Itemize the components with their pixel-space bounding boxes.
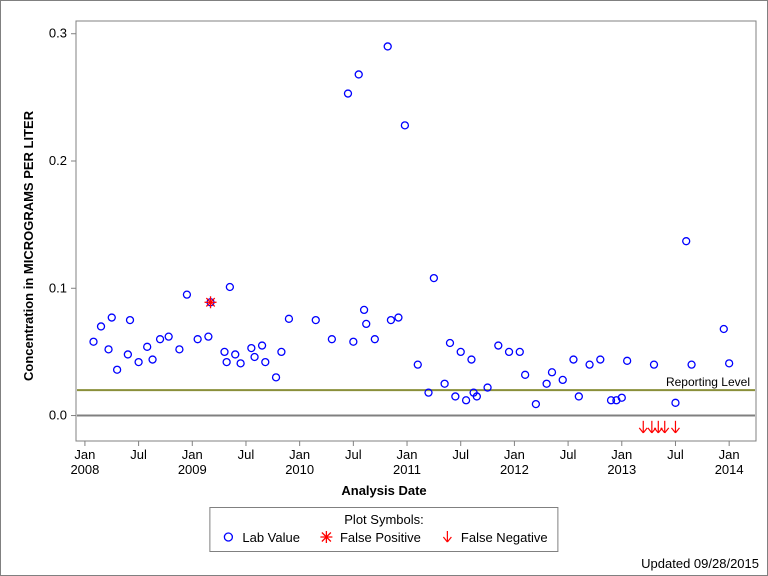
svg-text:Reporting Level: Reporting Level [666,375,750,389]
svg-text:0.2: 0.2 [49,153,67,168]
svg-text:Jan: Jan [611,447,632,462]
svg-text:Jul: Jul [130,447,147,462]
svg-text:2014: 2014 [715,462,744,477]
down-arrow-icon [439,529,455,545]
y-axis-label: Concentration in MICROGRAMS PER LITER [21,111,36,381]
svg-text:Jul: Jul [238,447,255,462]
circle-icon [220,529,236,545]
svg-text:Jan: Jan [719,447,740,462]
svg-text:2009: 2009 [178,462,207,477]
svg-text:Jul: Jul [345,447,362,462]
scatter-plot: 0.00.10.20.3Jan2008JulJan2009JulJan2010J… [1,1,768,501]
legend: Plot Symbols: Lab Value [209,507,558,552]
svg-text:Jul: Jul [452,447,469,462]
svg-text:Jan: Jan [289,447,310,462]
svg-text:Jul: Jul [560,447,577,462]
svg-text:0.1: 0.1 [49,280,67,295]
svg-text:2008: 2008 [70,462,99,477]
updated-footer: Updated 09/28/2015 [641,556,759,571]
svg-text:2010: 2010 [285,462,314,477]
svg-text:Jul: Jul [667,447,684,462]
legend-item-false-negative: False Negative [439,529,548,545]
x-axis-label: Analysis Date [341,483,426,498]
legend-item-lab-value: Lab Value [220,529,300,545]
legend-item-false-positive: False Positive [318,529,421,545]
legend-label: Lab Value [242,530,300,545]
svg-text:2013: 2013 [607,462,636,477]
svg-text:Jan: Jan [504,447,525,462]
asterisk-icon [318,529,334,545]
legend-label: False Positive [340,530,421,545]
svg-text:Jan: Jan [74,447,95,462]
svg-text:2011: 2011 [393,462,421,477]
chart-frame: 0.00.10.20.3Jan2008JulJan2009JulJan2010J… [0,0,768,576]
svg-text:2012: 2012 [500,462,529,477]
legend-title: Plot Symbols: [220,512,547,527]
legend-label: False Negative [461,530,548,545]
svg-text:Jan: Jan [182,447,203,462]
svg-text:Jan: Jan [397,447,418,462]
svg-text:0.0: 0.0 [49,408,67,423]
svg-text:0.3: 0.3 [49,26,67,41]
